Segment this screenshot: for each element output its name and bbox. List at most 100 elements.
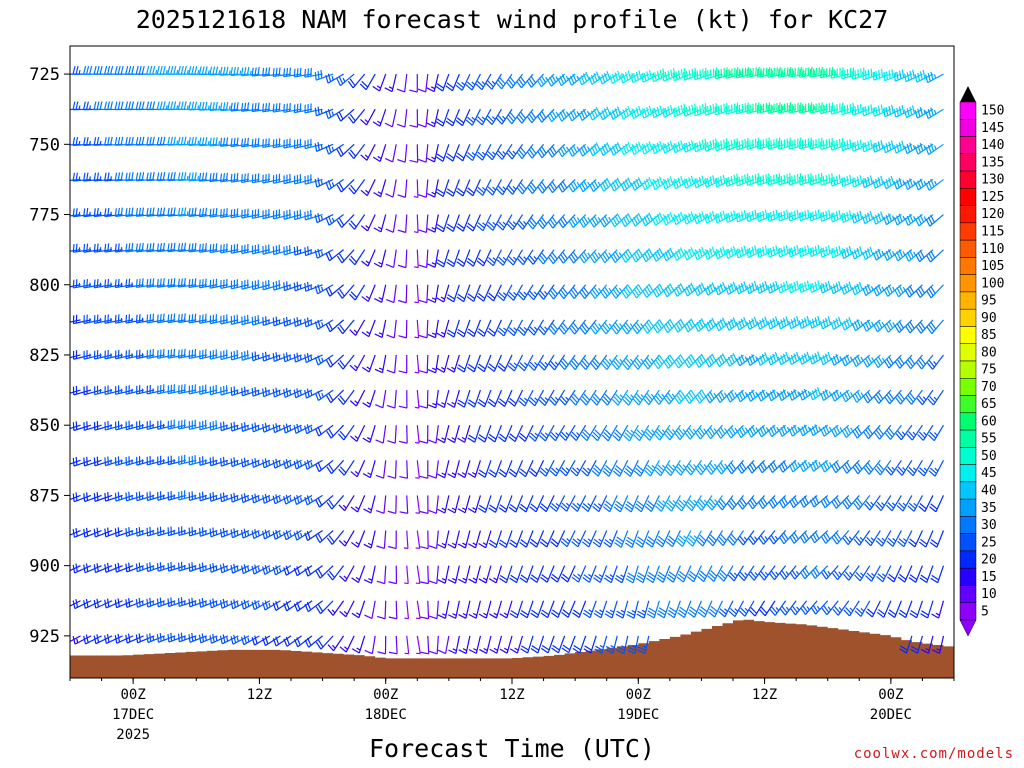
barb-full-flag xyxy=(339,324,346,332)
barb-full-flag xyxy=(326,502,333,510)
wind-barb xyxy=(540,635,555,654)
barb-staff xyxy=(693,565,702,583)
barb-full-flag xyxy=(528,399,536,407)
wind-barb xyxy=(551,635,566,654)
wind-barb xyxy=(560,495,576,512)
wind-barb xyxy=(338,459,355,476)
barb-full-flag xyxy=(540,503,548,510)
barb-full-flag xyxy=(104,101,107,110)
barb-half-flag xyxy=(544,326,548,331)
barb-half-flag xyxy=(555,76,559,81)
barb-half-flag xyxy=(356,647,361,651)
wind-barb xyxy=(283,316,302,327)
barb-half-flag xyxy=(630,429,635,434)
barb-full-flag xyxy=(117,101,121,110)
barb-full-flag xyxy=(128,172,131,181)
barb-full-flag xyxy=(538,434,546,442)
wind-barb xyxy=(157,491,176,501)
barb-half-flag xyxy=(257,531,260,536)
wind-barb xyxy=(415,530,421,549)
barb-full-flag xyxy=(183,313,186,322)
barb-full-flag xyxy=(135,172,139,181)
barb-full-flag xyxy=(584,645,592,651)
barb-half-flag xyxy=(502,186,507,191)
barb-full-flag xyxy=(173,171,176,181)
wind-barb xyxy=(115,385,134,395)
barb-staff xyxy=(473,319,481,337)
barb-half-flag xyxy=(493,577,498,581)
barb-full-flag xyxy=(204,66,208,75)
wind-barb xyxy=(614,530,629,548)
barb-full-flag xyxy=(146,243,149,252)
barb-full-flag xyxy=(570,434,577,441)
barb-full-flag xyxy=(314,357,319,366)
barb-staff xyxy=(465,600,471,619)
barb-full-flag xyxy=(125,563,128,573)
barb-full-flag xyxy=(561,502,569,510)
barb-full-flag xyxy=(537,257,544,265)
barb-full-flag xyxy=(326,466,333,474)
barb-full-flag xyxy=(293,460,297,470)
barb-staff xyxy=(442,179,450,197)
barb-full-flag xyxy=(573,393,580,401)
wind-barb xyxy=(220,208,239,218)
barb-full-flag xyxy=(336,184,342,193)
wind-barb xyxy=(220,349,239,361)
barb-full-flag xyxy=(526,115,533,124)
barb-full-flag xyxy=(509,542,517,548)
barb-half-flag xyxy=(89,176,91,181)
barb-full-flag xyxy=(552,644,560,651)
barb-full-flag xyxy=(551,538,559,545)
barb-full-flag xyxy=(85,527,89,537)
barb-staff xyxy=(381,354,387,373)
barb-full-flag xyxy=(183,242,187,251)
barb-staff xyxy=(453,284,460,303)
barb-full-flag xyxy=(398,299,407,304)
barb-half-flag xyxy=(186,140,189,145)
barb-full-flag xyxy=(243,67,247,76)
barb-full-flag xyxy=(254,67,257,76)
barb-staff xyxy=(357,565,366,583)
barb-full-flag xyxy=(696,106,699,115)
barb-full-flag xyxy=(654,251,659,260)
barb-full-flag xyxy=(600,291,606,299)
barb-full-flag xyxy=(603,467,611,475)
barb-staff xyxy=(452,108,460,127)
wind-barb xyxy=(83,208,102,218)
barb-full-flag xyxy=(254,635,258,644)
wind-barb xyxy=(156,313,176,324)
barb-half-flag xyxy=(268,496,271,501)
wind-barb xyxy=(114,349,134,360)
wind-barb xyxy=(220,385,239,396)
wind-barb xyxy=(209,101,228,112)
wind-barb xyxy=(251,635,271,646)
barb-full-flag xyxy=(146,279,149,288)
barb-full-flag xyxy=(570,469,578,477)
barb-half-flag xyxy=(631,108,634,113)
barb-half-flag xyxy=(368,577,373,581)
wind-barb xyxy=(419,390,429,409)
barb-half-flag xyxy=(705,213,708,218)
barb-full-flag xyxy=(530,538,539,545)
wind-barb xyxy=(219,527,239,538)
barb-full-flag xyxy=(475,118,483,126)
barb-full-flag xyxy=(162,313,165,322)
barb-full-flag xyxy=(296,566,301,575)
barb-full-flag xyxy=(609,183,615,192)
wind-barb xyxy=(188,207,207,217)
barb-full-flag xyxy=(262,139,264,148)
barb-full-flag xyxy=(572,215,578,224)
barb-full-flag xyxy=(616,141,622,151)
barb-full-flag xyxy=(201,66,205,75)
barb-staff xyxy=(241,284,260,290)
wind-barb xyxy=(398,319,408,339)
barb-full-flag xyxy=(350,506,358,513)
wind-barb xyxy=(83,456,102,467)
barb-half-flag xyxy=(713,463,718,468)
barb-half-flag xyxy=(682,464,687,469)
wind-barb xyxy=(262,351,281,362)
wind-barb xyxy=(496,143,513,160)
barb-half-flag xyxy=(69,106,70,110)
wind-barb xyxy=(304,635,323,648)
barb-staff xyxy=(84,600,102,609)
